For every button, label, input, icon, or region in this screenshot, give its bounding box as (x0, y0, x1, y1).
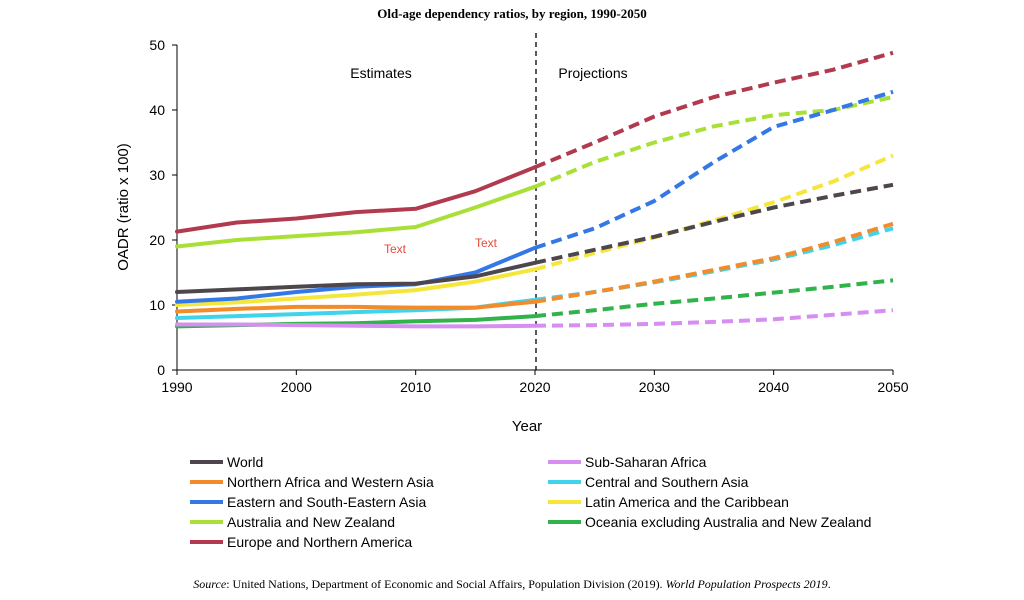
legend-swatch (548, 520, 581, 524)
legend-label: Central and Southern Asia (585, 474, 749, 490)
legend-swatch (548, 500, 581, 504)
legend-item: World (190, 452, 263, 472)
y-axis-label: OADR (ratio x 100) (115, 143, 132, 271)
chart-title: Old-age dependency ratios, by region, 19… (377, 6, 647, 21)
legend-label: Europe and Northern America (227, 534, 413, 550)
legend-swatch (548, 460, 581, 464)
series-estimates-northern-africa-and-western-asia (175, 299, 537, 314)
y-tick-label: 20 (149, 232, 165, 248)
series-estimates-europe-and-northern-america (175, 165, 537, 234)
x-tick-label: 2050 (877, 379, 908, 395)
series-projections-oceania-excluding-australia-and-new-zealand (534, 278, 894, 319)
legend-swatch (190, 480, 223, 484)
legend-label: Oceania excluding Australia and New Zeal… (585, 514, 872, 530)
series-estimates-latin-america-and-the-caribbean (175, 267, 537, 307)
x-tick-label: 2040 (758, 379, 789, 395)
x-tick-label: 2000 (281, 379, 312, 395)
y-tick-label: 30 (149, 167, 165, 183)
y-tick-label: 40 (149, 102, 165, 118)
estimates-label: Estimates (350, 65, 411, 81)
legend-item: Eastern and South-Eastern Asia (190, 492, 426, 512)
x-axis-label: Year (512, 418, 542, 435)
legend-label: Eastern and South-Eastern Asia (227, 494, 427, 510)
legend-item: Central and Southern Asia (548, 472, 748, 492)
series-estimates-world (175, 260, 537, 294)
series-projections-sub-saharan-africa (534, 308, 894, 328)
legend-label: Australia and New Zealand (227, 514, 396, 530)
legend-swatch (190, 520, 223, 524)
legend-swatch (190, 500, 223, 504)
legend-item: Australia and New Zealand (190, 512, 395, 532)
series-projections-australia-and-new-zealand (534, 95, 894, 189)
legend-item: Oceania excluding Australia and New Zeal… (548, 512, 871, 532)
series-projections-world (534, 182, 894, 265)
legend-label: World (227, 454, 264, 470)
series-projections-latin-america-and-the-caribbean (534, 153, 894, 272)
x-tick-label: 2010 (400, 379, 431, 395)
x-tick-label: 1990 (161, 379, 192, 395)
y-tick-label: 10 (149, 297, 165, 313)
series-projections-eastern-and-south-eastern-asia (534, 89, 894, 250)
stray-text-label: Text (384, 242, 407, 256)
y-tick-label: 0 (157, 362, 165, 378)
source-suffix: . (827, 577, 831, 591)
legend-label: Latin America and the Caribbean (585, 494, 789, 510)
legend-label: Northern Africa and Western Asia (227, 474, 434, 490)
y-tick-label: 50 (149, 37, 165, 53)
source-publication: World Population Prospects 2019 (665, 577, 828, 591)
legend-swatch (190, 540, 223, 544)
x-tick-label: 2020 (519, 379, 550, 395)
source-prefix: Source (193, 577, 227, 591)
legend-item: Northern Africa and Western Asia (190, 472, 434, 492)
source-text: : United Nations, Department of Economic… (226, 577, 666, 591)
x-tick-label: 2030 (639, 379, 670, 395)
projections-label: Projections (558, 65, 627, 81)
legend-label: Sub-Saharan Africa (585, 454, 707, 470)
source-note: Source: United Nations, Department of Ec… (0, 577, 1024, 592)
series-estimates-eastern-and-south-eastern-asia (175, 245, 537, 304)
legend-swatch (548, 480, 581, 484)
stray-text-label: Text (475, 236, 498, 250)
legend-item: Sub-Saharan Africa (548, 452, 706, 472)
series-estimates-australia-and-new-zealand (175, 184, 537, 249)
legend-item: Europe and Northern America (190, 532, 412, 552)
series-projections-northern-africa-and-western-asia (534, 221, 894, 304)
legend-swatch (190, 460, 223, 464)
series-estimates-sub-saharan-africa (175, 322, 537, 329)
legend-item: Latin America and the Caribbean (548, 492, 789, 512)
series-projections-europe-and-northern-america (534, 50, 894, 170)
